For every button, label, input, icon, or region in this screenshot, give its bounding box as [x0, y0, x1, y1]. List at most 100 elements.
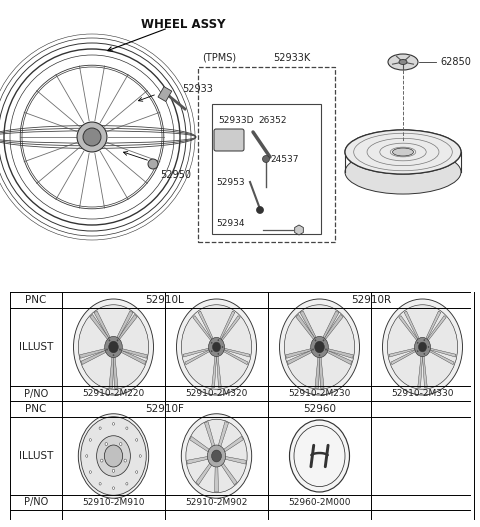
Polygon shape [428, 349, 454, 365]
Text: 52934: 52934 [216, 219, 244, 228]
Circle shape [148, 159, 158, 169]
Text: 52910L: 52910L [145, 295, 184, 305]
Polygon shape [287, 349, 315, 365]
Polygon shape [295, 225, 303, 235]
Ellipse shape [117, 340, 118, 341]
Ellipse shape [284, 305, 355, 389]
Ellipse shape [415, 337, 431, 357]
Ellipse shape [383, 299, 463, 395]
Ellipse shape [113, 355, 114, 356]
Polygon shape [190, 436, 210, 453]
Text: WHEEL ASSY: WHEEL ASSY [141, 18, 225, 32]
Polygon shape [286, 348, 315, 358]
Ellipse shape [208, 337, 225, 357]
Ellipse shape [120, 443, 122, 445]
Polygon shape [118, 349, 146, 365]
Bar [212, 104, 321, 234]
Text: P/NO: P/NO [24, 497, 48, 508]
Polygon shape [187, 456, 209, 464]
Ellipse shape [107, 349, 108, 350]
Text: 62850: 62850 [440, 57, 471, 67]
Ellipse shape [279, 299, 360, 395]
Polygon shape [212, 354, 216, 388]
Ellipse shape [424, 339, 425, 341]
Polygon shape [426, 316, 446, 342]
Text: 52960-2M000: 52960-2M000 [288, 498, 351, 507]
Ellipse shape [211, 350, 212, 352]
Ellipse shape [345, 150, 461, 194]
FancyBboxPatch shape [214, 129, 244, 151]
Ellipse shape [186, 419, 247, 493]
Polygon shape [118, 348, 147, 358]
Polygon shape [296, 315, 317, 342]
Ellipse shape [99, 483, 101, 485]
Ellipse shape [345, 130, 461, 174]
Bar [158, 86, 172, 102]
Text: 52910F: 52910F [145, 404, 184, 414]
Ellipse shape [105, 336, 122, 357]
Ellipse shape [218, 339, 219, 341]
Text: 26352: 26352 [258, 116, 287, 125]
Ellipse shape [319, 355, 320, 356]
Ellipse shape [105, 443, 108, 445]
Polygon shape [113, 354, 118, 388]
Polygon shape [428, 348, 456, 357]
Ellipse shape [218, 353, 219, 355]
Ellipse shape [323, 340, 324, 341]
Ellipse shape [136, 471, 138, 473]
Ellipse shape [289, 420, 349, 492]
Ellipse shape [109, 340, 110, 341]
Polygon shape [224, 456, 246, 464]
Text: 52933: 52933 [182, 84, 213, 94]
Ellipse shape [181, 305, 252, 389]
Polygon shape [109, 354, 114, 388]
Polygon shape [116, 315, 137, 342]
Circle shape [263, 155, 269, 162]
Ellipse shape [112, 470, 115, 472]
Polygon shape [418, 354, 422, 388]
Ellipse shape [126, 483, 128, 485]
Ellipse shape [100, 459, 103, 462]
Polygon shape [204, 422, 215, 448]
Circle shape [77, 122, 107, 152]
Ellipse shape [417, 350, 418, 352]
Ellipse shape [81, 417, 146, 495]
Ellipse shape [222, 346, 223, 348]
Ellipse shape [325, 349, 326, 350]
Polygon shape [220, 316, 240, 342]
Polygon shape [321, 311, 339, 341]
Text: P/NO: P/NO [24, 388, 48, 398]
Text: 52953: 52953 [216, 178, 245, 187]
Text: 52910-2M230: 52910-2M230 [288, 389, 351, 398]
Polygon shape [80, 348, 109, 358]
Polygon shape [196, 462, 213, 485]
Text: 52910-2M330: 52910-2M330 [391, 389, 454, 398]
Polygon shape [94, 311, 112, 341]
Ellipse shape [99, 427, 101, 430]
Ellipse shape [213, 342, 220, 352]
Polygon shape [81, 349, 109, 365]
Ellipse shape [428, 346, 429, 348]
Text: 52910-2M220: 52910-2M220 [83, 389, 144, 398]
Text: 52960: 52960 [303, 404, 336, 414]
Polygon shape [399, 316, 419, 342]
Circle shape [256, 207, 264, 213]
Ellipse shape [312, 349, 313, 350]
Polygon shape [219, 311, 235, 341]
Ellipse shape [124, 459, 126, 462]
Ellipse shape [387, 305, 458, 389]
Ellipse shape [419, 342, 427, 352]
Text: 24537: 24537 [270, 154, 299, 163]
Polygon shape [218, 422, 228, 448]
Polygon shape [115, 311, 133, 341]
Polygon shape [185, 349, 211, 365]
Ellipse shape [424, 353, 425, 355]
Ellipse shape [177, 299, 256, 395]
Text: 52910-2M902: 52910-2M902 [185, 498, 248, 507]
Ellipse shape [181, 414, 252, 498]
Ellipse shape [126, 427, 128, 430]
Polygon shape [216, 354, 221, 388]
Polygon shape [422, 354, 427, 388]
Polygon shape [223, 436, 243, 453]
Circle shape [83, 128, 101, 146]
